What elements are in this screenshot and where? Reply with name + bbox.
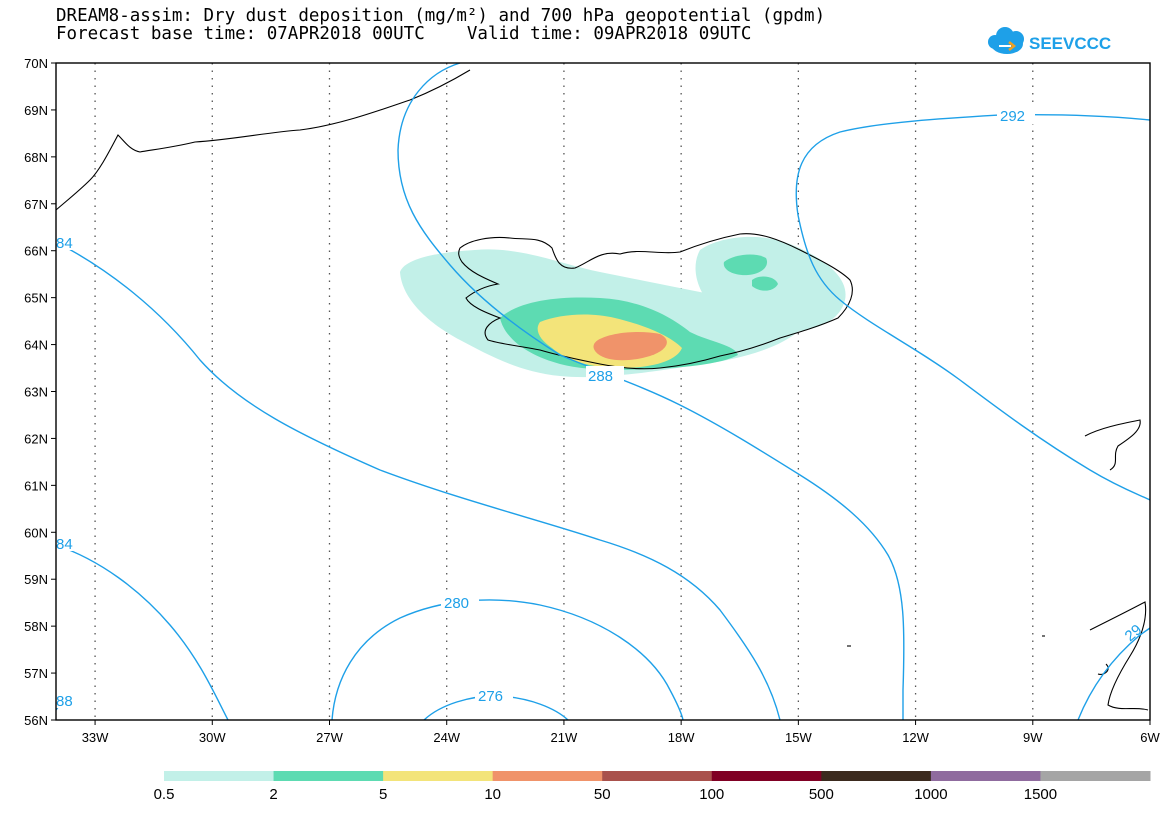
lat-label-68N: 68N bbox=[24, 150, 48, 165]
legend-swatch bbox=[383, 771, 494, 781]
lon-label-24W: 24W bbox=[433, 730, 460, 745]
contour-29-southeast bbox=[1077, 627, 1151, 721]
contour-label-288: 288 bbox=[588, 368, 613, 385]
lon-label-27W: 27W bbox=[316, 730, 343, 745]
lat-label-69N: 69N bbox=[24, 103, 48, 118]
color-legend: 0.5 2 5 10 50 100 500 1000 1500 bbox=[154, 771, 1151, 803]
contour-label-84-south: 84 bbox=[56, 536, 73, 553]
legend-swatch bbox=[821, 771, 932, 781]
contour-label-280: 280 bbox=[444, 595, 469, 612]
legend-label-5: 5 bbox=[379, 786, 387, 803]
lat-label-56N: 56N bbox=[24, 713, 48, 728]
lon-label-18W: 18W bbox=[668, 730, 695, 745]
lat-label-61N: 61N bbox=[24, 478, 48, 493]
contour-label-88: 88 bbox=[56, 693, 73, 710]
geopotential-contours bbox=[55, 62, 1151, 721]
lat-label-57N: 57N bbox=[24, 666, 48, 681]
lat-label-59N: 59N bbox=[24, 572, 48, 587]
lat-label-62N: 62N bbox=[24, 431, 48, 446]
lat-label-58N: 58N bbox=[24, 619, 48, 634]
lat-label-63N: 63N bbox=[24, 385, 48, 400]
legend-swatch bbox=[602, 771, 713, 781]
legend-label-10: 10 bbox=[484, 786, 501, 803]
coastlines bbox=[55, 69, 1149, 711]
lon-label-9W: 9W bbox=[1023, 730, 1043, 745]
lat-label-66N: 66N bbox=[24, 244, 48, 259]
contour-label-84-north: 84 bbox=[56, 235, 73, 252]
legend-label-500: 500 bbox=[809, 786, 834, 803]
lat-label-65N: 65N bbox=[24, 291, 48, 306]
contour-labels: 292 84 288 84 280 276 88 29 bbox=[56, 106, 1145, 710]
contour-288 bbox=[397, 62, 905, 720]
map-title: DREAM8-assim: Dry dust deposition (mg/m²… bbox=[56, 6, 826, 26]
lat-label-70N: 70N bbox=[24, 56, 48, 71]
logo-text: SEEVCCC bbox=[1029, 34, 1111, 53]
contour-284-south bbox=[55, 544, 229, 721]
legend-swatch bbox=[164, 771, 275, 781]
contour-280 bbox=[331, 599, 684, 721]
lon-label-12W: 12W bbox=[902, 730, 929, 745]
legend-swatch bbox=[1040, 771, 1151, 781]
legend-swatch bbox=[492, 771, 603, 781]
legend-swatch bbox=[930, 771, 1041, 781]
map-frame bbox=[55, 62, 1151, 721]
legend-label-1000: 1000 bbox=[914, 786, 947, 803]
contour-label-276: 276 bbox=[478, 688, 503, 705]
legend-label-100: 100 bbox=[699, 786, 724, 803]
contour-284-north bbox=[55, 241, 781, 721]
legend-swatch bbox=[273, 771, 384, 781]
graticule bbox=[94, 63, 1034, 720]
contour-292 bbox=[795, 113, 1151, 501]
lat-label-60N: 60N bbox=[24, 525, 48, 540]
latitude-labels: 70N 69N 68N 67N 66N 65N 64N 63N 62N 61N 60N 59N 58N 5… bbox=[24, 56, 56, 728]
seevccc-logo: SEEVCCC bbox=[988, 27, 1111, 54]
contour-label-29: 29 bbox=[1122, 621, 1146, 645]
lon-label-15W: 15W bbox=[785, 730, 812, 745]
contour-label-292: 292 bbox=[1000, 108, 1025, 125]
lon-label-21W: 21W bbox=[551, 730, 578, 745]
map-subtitle: Forecast base time: 07APR2018 00UTC Vali… bbox=[56, 24, 752, 44]
longitude-labels: 33W 30W 27W 24W 21W 18W 15W 12W 9W 6W bbox=[82, 720, 1160, 745]
cloud-icon bbox=[988, 27, 1024, 54]
lat-label-64N: 64N bbox=[24, 338, 48, 353]
legend-label-1500: 1500 bbox=[1024, 786, 1057, 803]
legend-swatch bbox=[711, 771, 822, 781]
dust-field-10 bbox=[593, 332, 667, 361]
lat-label-67N: 67N bbox=[24, 197, 48, 212]
legend-label-50: 50 bbox=[594, 786, 611, 803]
lon-label-6W: 6W bbox=[1140, 730, 1160, 745]
legend-label-2: 2 bbox=[269, 786, 277, 803]
lon-label-30W: 30W bbox=[199, 730, 226, 745]
lon-label-33W: 33W bbox=[82, 730, 109, 745]
legend-label-0.5: 0.5 bbox=[154, 786, 175, 803]
